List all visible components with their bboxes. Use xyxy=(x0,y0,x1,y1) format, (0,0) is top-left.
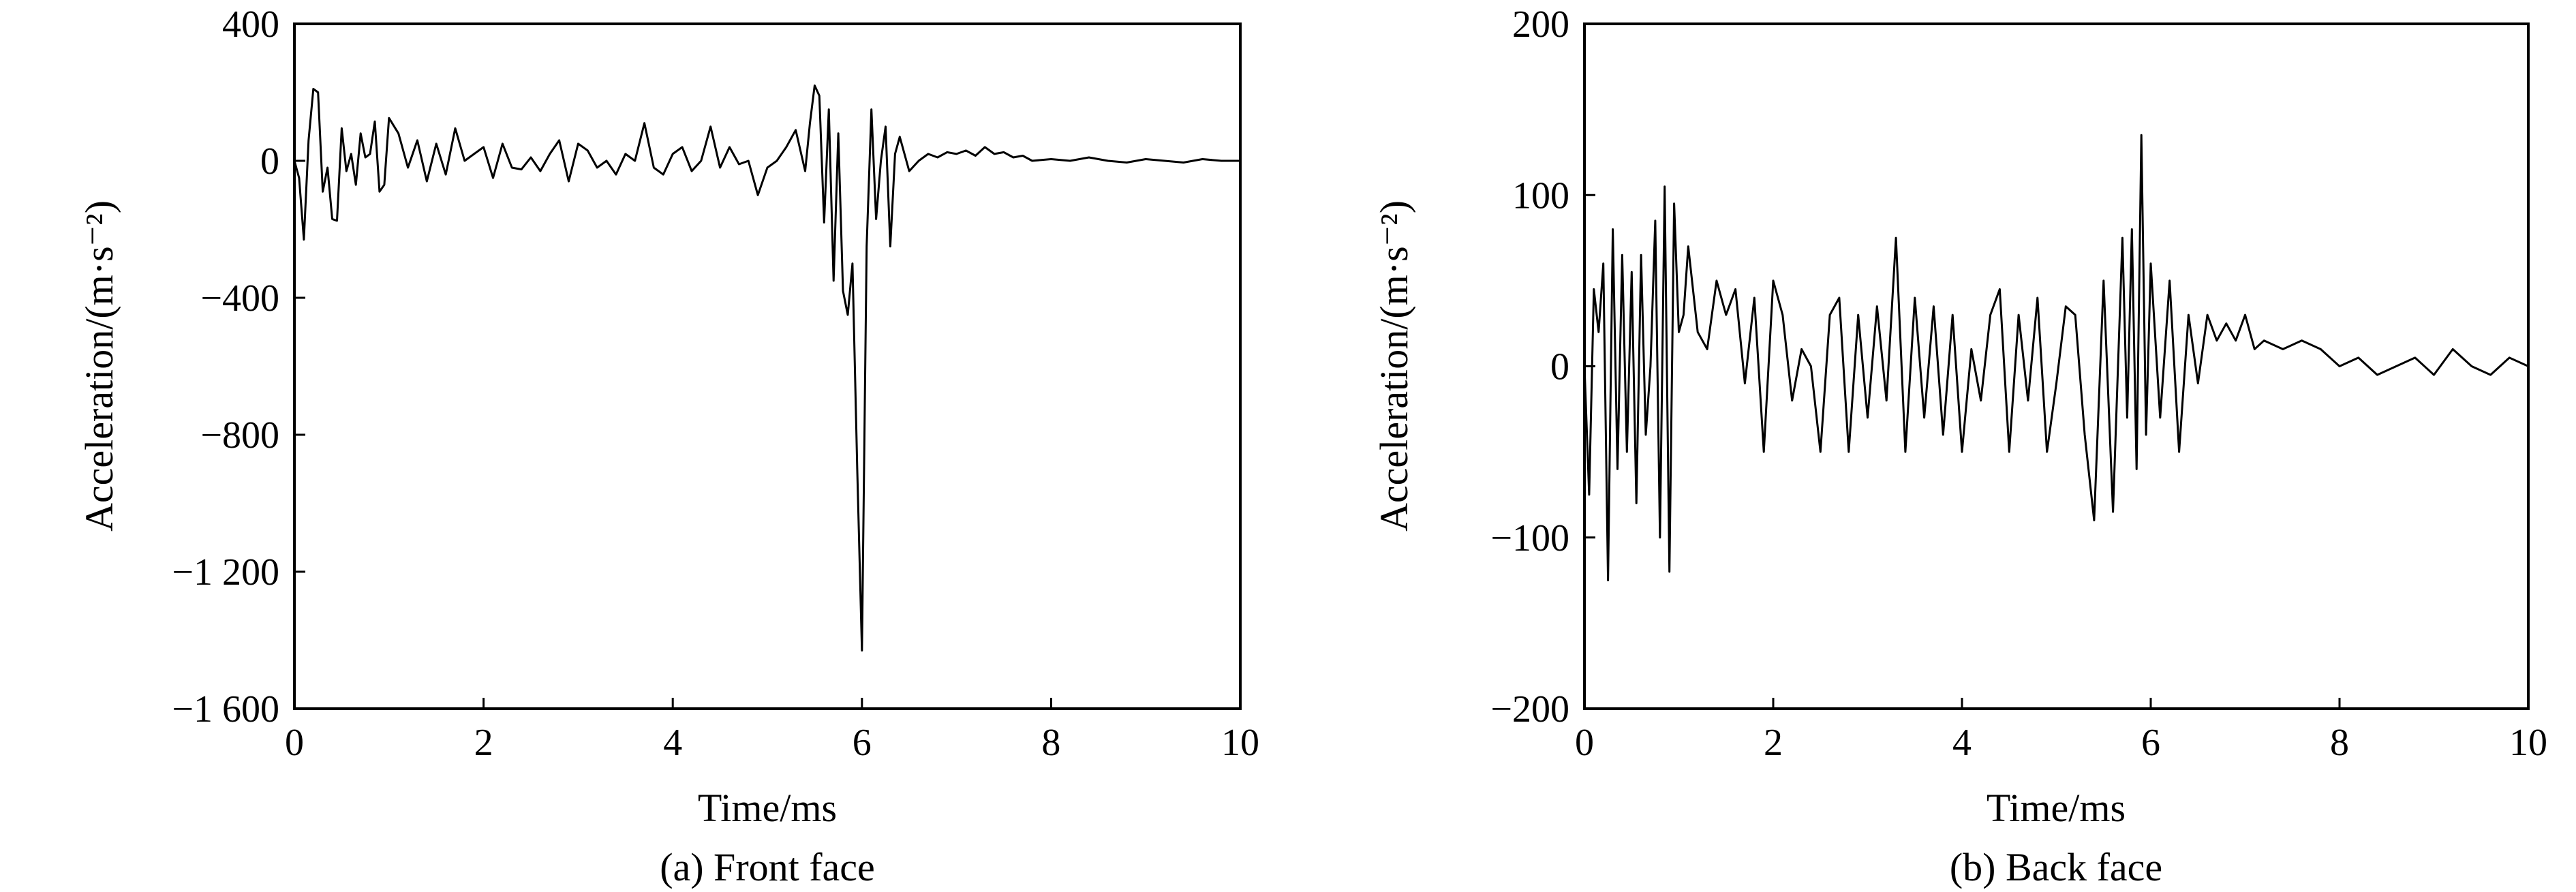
x-tick-label: 8 xyxy=(2330,722,2349,764)
y-axis-label: Acceleration/(m·s⁻²) xyxy=(77,200,121,532)
x-tick-label: 10 xyxy=(2509,722,2547,764)
x-tick-label: 2 xyxy=(1764,722,1783,764)
y-tick-label: −1 600 xyxy=(172,688,279,730)
x-tick-label: 6 xyxy=(853,722,872,764)
x-tick-labels: 0 2 4 6 8 10 xyxy=(1575,722,2547,764)
x-tick-label: 10 xyxy=(1221,722,1259,764)
y-tick-label: 200 xyxy=(1512,3,1569,46)
x-tick-label: 4 xyxy=(1952,722,1972,764)
x-axis-label: Time/ms xyxy=(698,786,837,830)
series-line-front-face xyxy=(293,84,1240,652)
y-tick-label: 100 xyxy=(1512,174,1569,217)
y-tick-labels: 200 100 0 −100 −200 xyxy=(1490,3,1569,730)
x-tick-label: 0 xyxy=(285,722,304,764)
y-tick-label: −100 xyxy=(1490,517,1569,559)
panel-caption: (a) Front face xyxy=(660,845,875,889)
plot-area-frame xyxy=(1583,22,2530,710)
y-tick-label: −200 xyxy=(1490,688,1569,730)
chart-panel-front-face: 400 0 −400 −800 −1 200 −1 600 0 2 4 6 8 10 Time/ms… xyxy=(77,3,1259,889)
chart-panel-back-face: 200 100 0 −100 −200 0 2 4 6 8 10 Time/ms Accelera… xyxy=(1372,3,2547,889)
y-tick-label: −400 xyxy=(200,277,279,320)
axis-ticks xyxy=(1583,22,2530,710)
plot-area-frame xyxy=(293,22,1242,710)
panel-caption: (b) Back face xyxy=(1950,845,2162,889)
x-tick-label: 0 xyxy=(1575,722,1594,764)
x-tick-label: 8 xyxy=(1041,722,1060,764)
y-tick-label: 400 xyxy=(222,3,279,46)
x-tick-label: 6 xyxy=(2141,722,2160,764)
y-tick-labels: 400 0 −400 −800 −1 200 −1 600 xyxy=(172,3,279,730)
y-tick-label: 0 xyxy=(1550,346,1569,388)
y-tick-label: −1 200 xyxy=(172,551,279,594)
y-tick-label: −800 xyxy=(200,414,279,457)
series-line-back-face xyxy=(1583,134,2529,582)
axis-ticks xyxy=(293,22,1242,710)
x-tick-label: 2 xyxy=(474,722,493,764)
x-tick-label: 4 xyxy=(663,722,682,764)
x-axis-label: Time/ms xyxy=(1987,786,2126,830)
y-axis-label: Acceleration/(m·s⁻²) xyxy=(1372,200,1416,532)
x-tick-labels: 0 2 4 6 8 10 xyxy=(285,722,1259,764)
y-tick-label: 0 xyxy=(260,140,279,183)
